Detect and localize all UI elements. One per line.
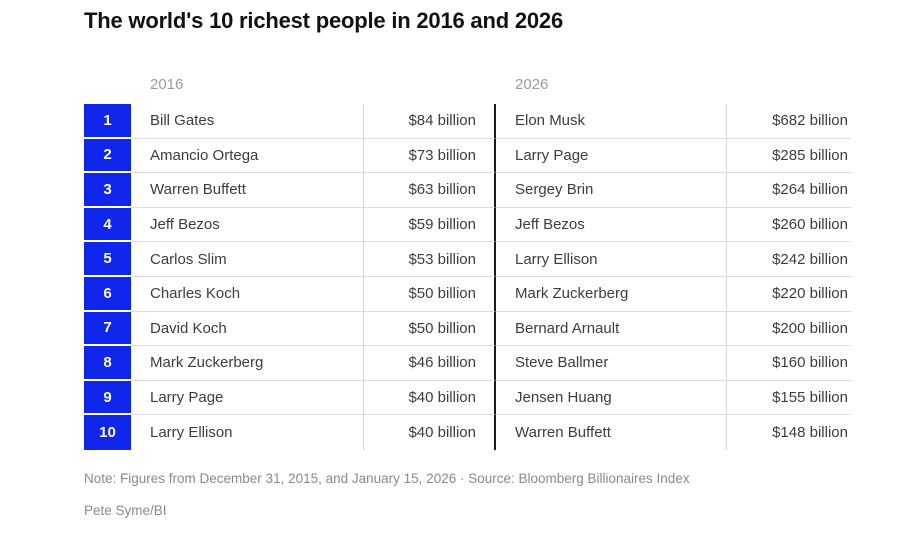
name-2016: Jeff Bezos <box>131 207 364 243</box>
name-2016: David Koch <box>131 311 364 347</box>
net-worth-2026: $200 billion <box>727 311 851 347</box>
name-2026: Steve Ballmer <box>496 346 727 381</box>
column-header-2016: 2016 <box>150 76 184 93</box>
rank-badge: 4 <box>84 207 131 243</box>
source-note: Note: Figures from December 31, 2015, an… <box>84 471 690 486</box>
column-header-2026: 2026 <box>515 76 549 93</box>
rank-badge: 3 <box>84 173 131 208</box>
net-worth-2016: $63 billion <box>364 173 496 208</box>
net-worth-2016: $84 billion <box>364 104 496 139</box>
name-2026: Jensen Huang <box>496 380 727 416</box>
name-2026: Jeff Bezos <box>496 207 727 243</box>
net-worth-2026: $682 billion <box>727 104 851 139</box>
name-2026: Larry Ellison <box>496 242 727 277</box>
rank-badge: 10 <box>84 415 131 450</box>
name-2016: Carlos Slim <box>131 242 364 277</box>
net-worth-2016: $59 billion <box>364 207 496 243</box>
name-2016: Charles Koch <box>131 276 364 312</box>
richest-people-table: 1 Bill Gates $84 billion Elon Musk $682 … <box>84 104 851 450</box>
net-worth-2026: $264 billion <box>727 173 851 208</box>
author-credit: Pete Syme/BI <box>84 503 167 518</box>
rank-badge: 5 <box>84 242 131 277</box>
name-2026: Bernard Arnault <box>496 311 727 347</box>
net-worth-2016: $46 billion <box>364 346 496 381</box>
net-worth-2026: $155 billion <box>727 380 851 416</box>
rank-badge: 6 <box>84 276 131 312</box>
name-2026: Sergey Brin <box>496 173 727 208</box>
name-2016: Bill Gates <box>131 104 364 139</box>
net-worth-2016: $53 billion <box>364 242 496 277</box>
net-worth-2026: $160 billion <box>727 346 851 381</box>
name-2026: Larry Page <box>496 138 727 174</box>
name-2016: Amancio Ortega <box>131 138 364 174</box>
net-worth-2016: $40 billion <box>364 415 496 450</box>
net-worth-2016: $50 billion <box>364 311 496 347</box>
name-2016: Larry Page <box>131 380 364 416</box>
net-worth-2026: $148 billion <box>727 415 851 450</box>
name-2016: Larry Ellison <box>131 415 364 450</box>
rank-badge: 8 <box>84 346 131 381</box>
name-2016: Warren Buffett <box>131 173 364 208</box>
rank-badge: 1 <box>84 104 131 139</box>
name-2026: Elon Musk <box>496 104 727 139</box>
net-worth-2016: $50 billion <box>364 276 496 312</box>
net-worth-2016: $40 billion <box>364 380 496 416</box>
rank-badge: 7 <box>84 311 131 347</box>
rank-badge: 2 <box>84 138 131 174</box>
net-worth-2026: $260 billion <box>727 207 851 243</box>
name-2026: Mark Zuckerberg <box>496 276 727 312</box>
page-title: The world's 10 richest people in 2016 an… <box>84 8 564 33</box>
net-worth-2026: $242 billion <box>727 242 851 277</box>
net-worth-2026: $285 billion <box>727 138 851 174</box>
rank-badge: 9 <box>84 380 131 416</box>
name-2016: Mark Zuckerberg <box>131 346 364 381</box>
net-worth-2016: $73 billion <box>364 138 496 174</box>
name-2026: Warren Buffett <box>496 415 727 450</box>
net-worth-2026: $220 billion <box>727 276 851 312</box>
